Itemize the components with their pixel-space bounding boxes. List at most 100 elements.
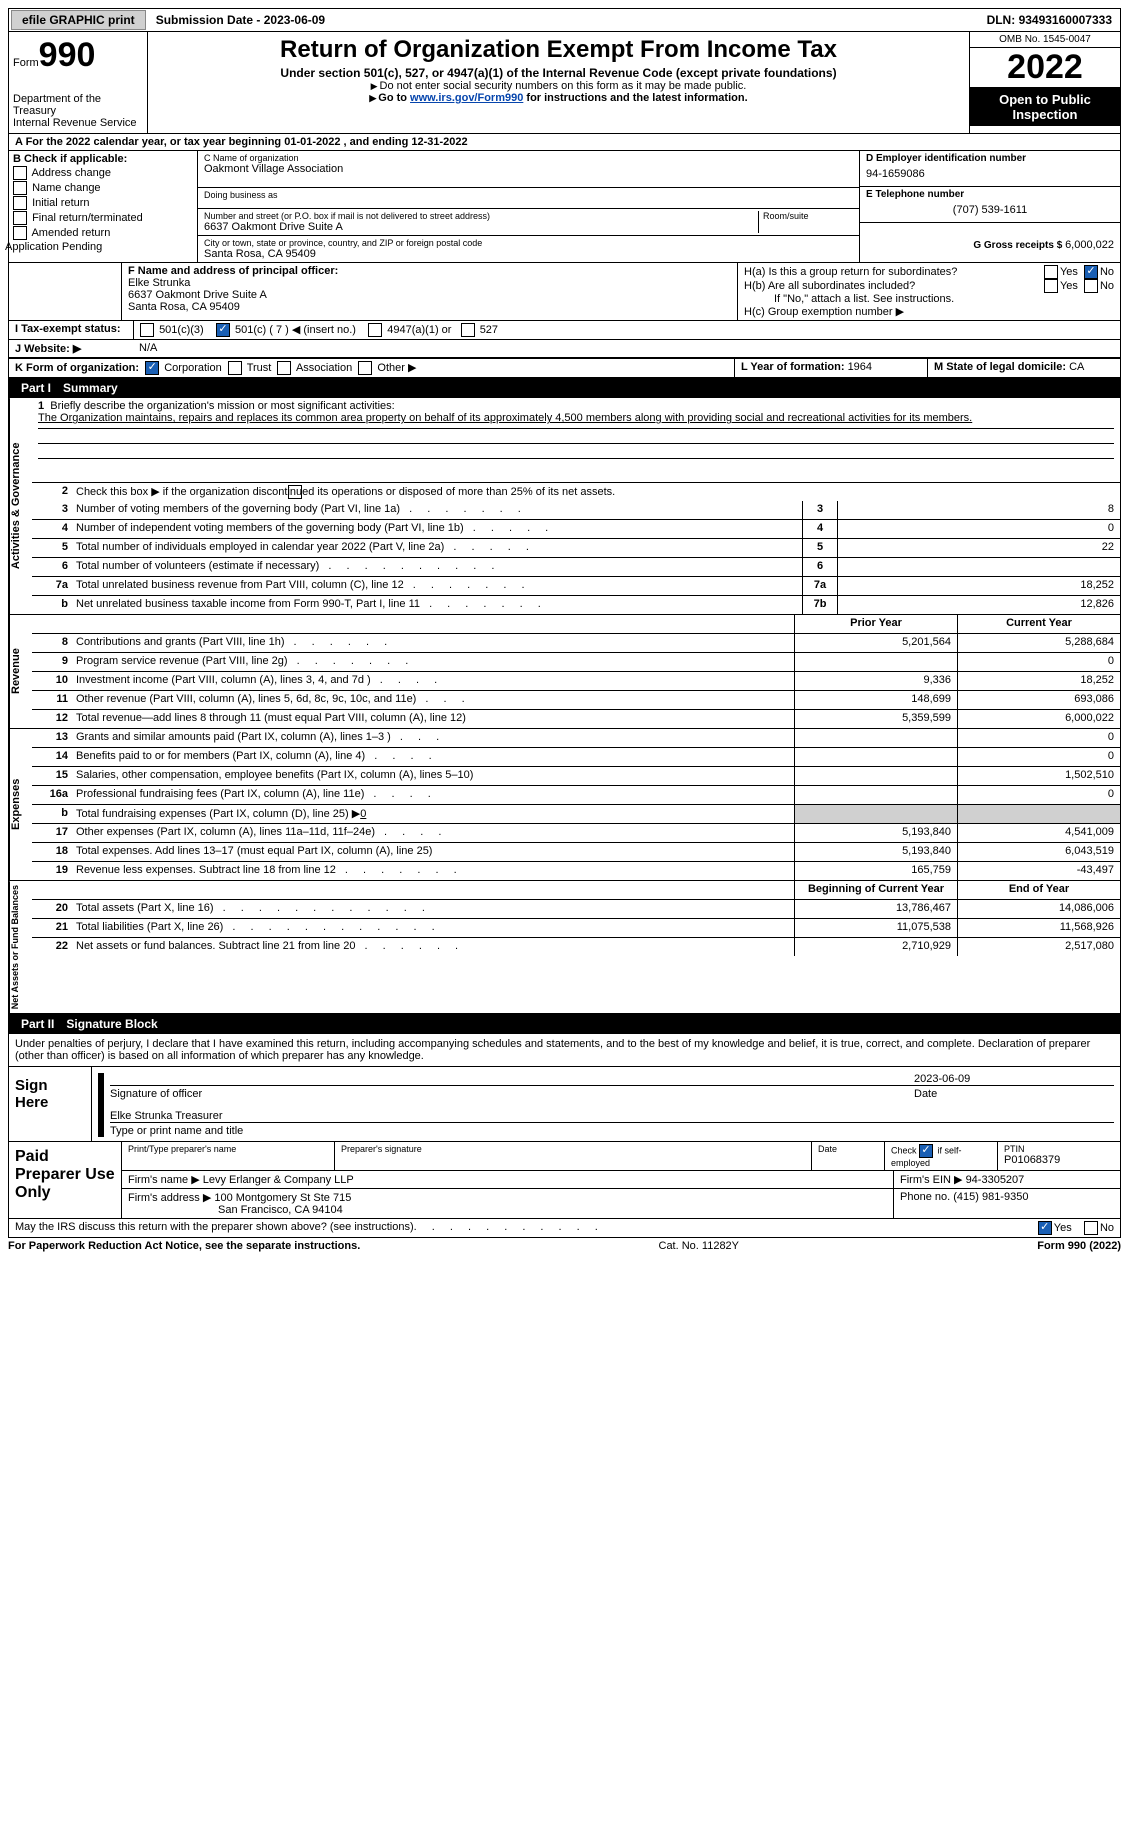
ptin-value: P01068379 xyxy=(1004,1154,1060,1166)
sidetab-net: Net Assets or Fund Balances xyxy=(9,881,32,1013)
checkbox-corp[interactable] xyxy=(145,361,159,375)
checkbox-initial-return[interactable] xyxy=(13,196,27,210)
dba-label: Doing business as xyxy=(204,190,853,200)
org-address: 6637 Oakmont Drive Suite A xyxy=(204,221,754,233)
sig-date-label: Date xyxy=(914,1088,1114,1100)
footer: For Paperwork Reduction Act Notice, see … xyxy=(8,1238,1121,1254)
line7b-value: 12,826 xyxy=(837,596,1120,614)
form-of-org-label: K Form of organization: xyxy=(15,362,139,374)
checkbox-hb-yes[interactable] xyxy=(1044,279,1058,293)
checkbox-discuss-yes[interactable] xyxy=(1038,1221,1052,1235)
end-year-header: End of Year xyxy=(957,881,1120,899)
block-j: J Website: ▶ N/A xyxy=(8,340,1121,358)
form-subtitle: Under section 501(c), 527, or 4947(a)(1)… xyxy=(154,66,963,80)
checkbox-self-employed[interactable] xyxy=(919,1144,933,1158)
block-klm: K Form of organization: Corporation Trus… xyxy=(8,358,1121,378)
line2-text: Check this box ▶ if the organization dis… xyxy=(76,486,615,498)
checkbox-discontinued[interactable] xyxy=(288,485,302,499)
discuss-row: May the IRS discuss this return with the… xyxy=(8,1219,1121,1238)
firm-addr1: 100 Montgomery St Ste 715 xyxy=(214,1192,351,1204)
part1-bar: Part ISummary xyxy=(8,378,1121,398)
block-fh: F Name and address of principal officer:… xyxy=(8,263,1121,321)
irs-link[interactable]: www.irs.gov/Form990 xyxy=(410,92,523,104)
tel-value: (707) 539-1611 xyxy=(866,200,1114,220)
paid-preparer-block: Paid Preparer Use Only Print/Type prepar… xyxy=(8,1142,1121,1219)
room-label: Room/suite xyxy=(763,211,853,221)
paid-preparer-label: Paid Preparer Use Only xyxy=(9,1142,122,1218)
form-title: Return of Organization Exempt From Incom… xyxy=(154,36,963,64)
type-name-label: Type or print name and title xyxy=(110,1125,243,1137)
checkbox-amended-return[interactable] xyxy=(13,226,27,240)
checkbox-501c[interactable] xyxy=(216,323,230,337)
line7a-value: 18,252 xyxy=(837,577,1120,595)
checkbox-name-change[interactable] xyxy=(13,181,27,195)
checkbox-final-return[interactable] xyxy=(13,211,27,225)
open-to-public: Open to Public Inspection xyxy=(970,88,1120,126)
current-year-header: Current Year xyxy=(957,615,1120,633)
officer-addr1: 6637 Oakmont Drive Suite A xyxy=(128,289,731,301)
gross-label: G Gross receipts $ xyxy=(973,240,1065,251)
hb-note: If "No," attach a list. See instructions… xyxy=(744,293,1114,305)
mission-label: Briefly describe the organization's miss… xyxy=(50,400,394,412)
dln: DLN: 93493160007333 xyxy=(987,13,1120,27)
sidetab-ag: Activities & Governance xyxy=(9,398,32,614)
line4-value: 0 xyxy=(837,520,1120,538)
state-domicile: CA xyxy=(1069,361,1084,373)
checkbox-discuss-no[interactable] xyxy=(1084,1221,1098,1235)
sign-date: 2023-06-09 xyxy=(914,1073,1114,1085)
org-name: Oakmont Village Association xyxy=(204,163,853,175)
line6-value xyxy=(837,558,1120,576)
begin-year-header: Beginning of Current Year xyxy=(794,881,957,899)
prior-year-header: Prior Year xyxy=(794,615,957,633)
checkbox-trust[interactable] xyxy=(228,361,242,375)
officer-printed-name: Elke Strunka Treasurer xyxy=(110,1110,223,1122)
tax-status-label: I Tax-exempt status: xyxy=(15,323,121,335)
checkbox-assoc[interactable] xyxy=(277,361,291,375)
checkbox-ha-no[interactable] xyxy=(1084,265,1098,279)
checkbox-527[interactable] xyxy=(461,323,475,337)
top-header: efile GRAPHIC print Submission Date - 20… xyxy=(8,8,1121,32)
part2-bar: Part IISignature Block xyxy=(8,1014,1121,1034)
block-bcd: B Check if applicable: Address change Na… xyxy=(8,151,1121,263)
website-value: N/A xyxy=(139,342,157,354)
sign-here-block: Sign Here 2023-06-09 Signature of office… xyxy=(8,1067,1121,1142)
paperwork-notice: For Paperwork Reduction Act Notice, see … xyxy=(8,1240,360,1252)
state-domicile-label: M State of legal domicile: xyxy=(934,361,1069,373)
checkbox-ha-yes[interactable] xyxy=(1044,265,1058,279)
efile-print-button[interactable]: efile GRAPHIC print xyxy=(11,10,146,30)
tax-year: 2022 xyxy=(970,48,1120,88)
officer-label: F Name and address of principal officer: xyxy=(128,265,338,277)
checkbox-hb-no[interactable] xyxy=(1084,279,1098,293)
org-city: Santa Rosa, CA 95409 xyxy=(204,248,853,260)
sig-officer-label: Signature of officer xyxy=(110,1088,914,1100)
hb-label: H(b) Are all subordinates included? xyxy=(744,280,1044,292)
sign-here-label: Sign Here xyxy=(9,1067,92,1141)
section-expenses: Expenses 13Grants and similar amounts pa… xyxy=(8,729,1121,881)
firm-ein: 94-3305207 xyxy=(966,1174,1025,1186)
checkbox-501c3[interactable] xyxy=(140,323,154,337)
submission-date: Submission Date - 2023-06-09 xyxy=(148,13,333,27)
form-number: 990 xyxy=(39,36,96,74)
addr-label: Number and street (or P.O. box if mail i… xyxy=(204,211,754,221)
omb-number: OMB No. 1545-0047 xyxy=(970,32,1120,48)
checkbox-address-change[interactable] xyxy=(13,166,27,180)
line3-value: 8 xyxy=(837,501,1120,519)
tel-label: E Telephone number xyxy=(866,189,1114,200)
checkbox-4947[interactable] xyxy=(368,323,382,337)
ha-label: H(a) Is this a group return for subordin… xyxy=(744,266,1044,278)
ssn-warning: Do not enter social security numbers on … xyxy=(380,80,747,92)
cat-no: Cat. No. 11282Y xyxy=(360,1240,1037,1252)
section-activities-governance: Activities & Governance 1 Briefly descri… xyxy=(8,398,1121,615)
checkbox-other[interactable] xyxy=(358,361,372,375)
firm-phone: (415) 981-9350 xyxy=(953,1191,1028,1203)
block-ij: I Tax-exempt status: 501(c)(3) 501(c) ( … xyxy=(8,321,1121,340)
perjury-statement: Under penalties of perjury, I declare th… xyxy=(8,1034,1121,1067)
dept-treasury: Department of the Treasury Internal Reve… xyxy=(13,93,143,129)
website-label: J Website: ▶ xyxy=(15,343,81,355)
section-revenue: Revenue Prior YearCurrent Year 8Contribu… xyxy=(8,615,1121,729)
city-label: City or town, state or province, country… xyxy=(204,238,853,248)
sidetab-exp: Expenses xyxy=(9,729,32,880)
officer-name: Elke Strunka xyxy=(128,277,731,289)
gross-value: 6,000,022 xyxy=(1065,239,1114,251)
mission-text: The Organization maintains, repairs and … xyxy=(38,412,972,424)
